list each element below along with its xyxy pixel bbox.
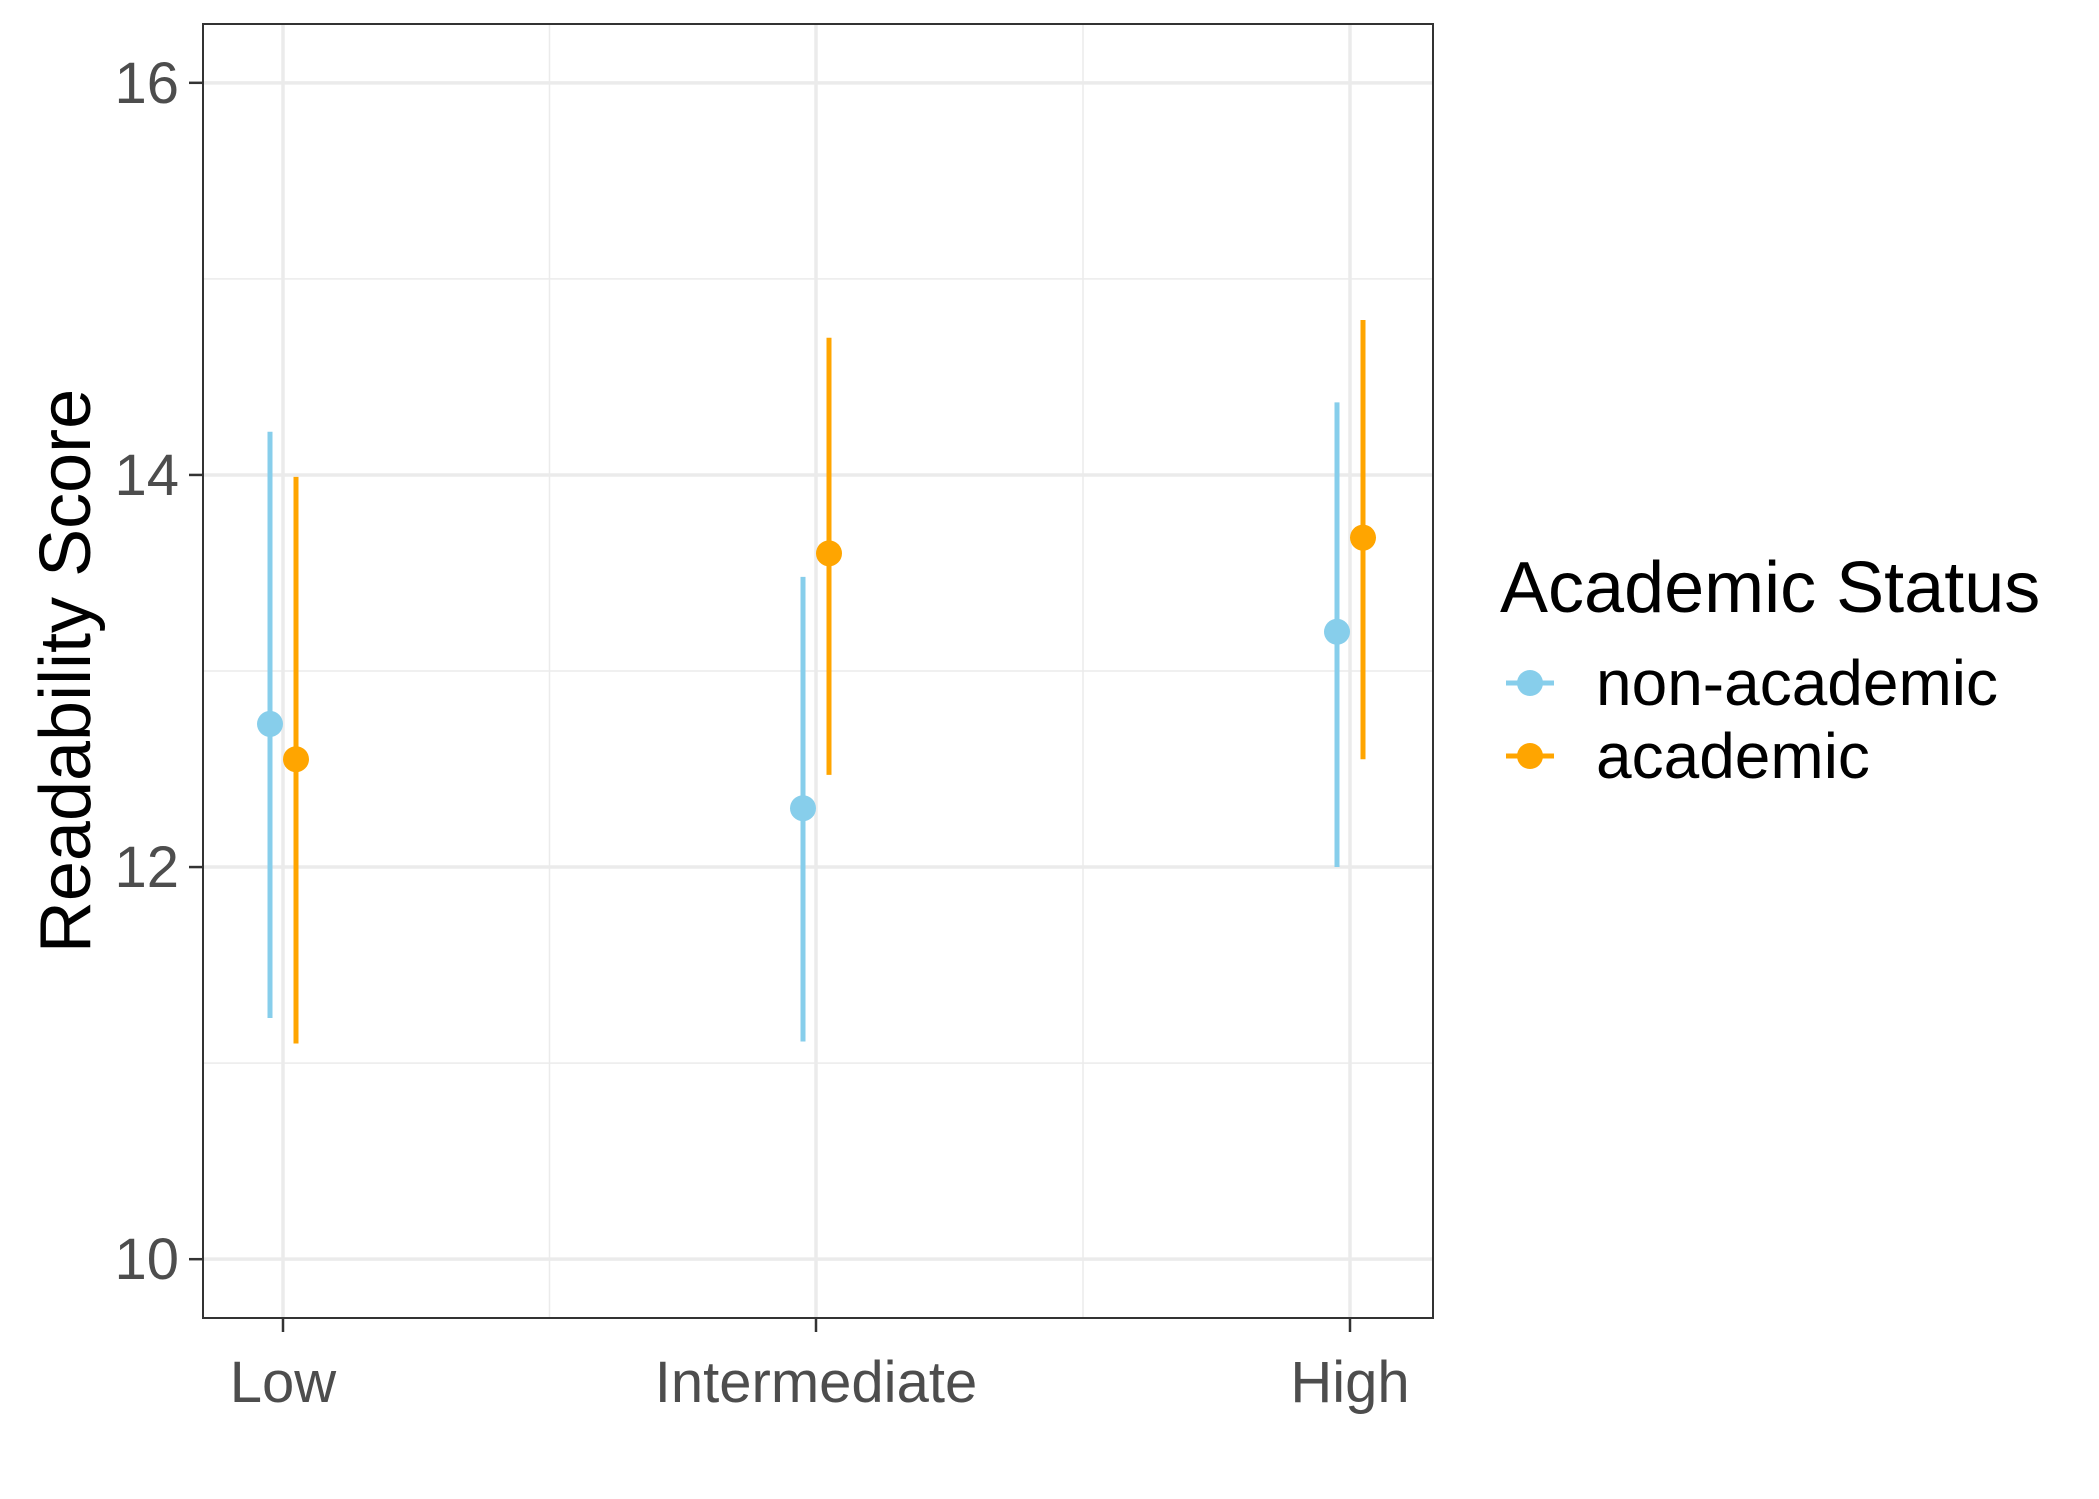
point-non-academic-High (1324, 618, 1350, 645)
point-academic-Intermediate (816, 540, 842, 567)
x-tick-label: Low (230, 1350, 338, 1415)
y-tick-label: 14 (114, 443, 179, 508)
point-non-academic-Intermediate (790, 795, 816, 822)
legend-key-point-non-academic (1517, 670, 1543, 696)
y-axis-title: Readability Score (26, 389, 106, 953)
point-academic-High (1350, 524, 1376, 551)
y-tick-label: 16 (114, 51, 179, 116)
x-tick-label: Intermediate (655, 1350, 977, 1415)
marks-layer (257, 320, 1376, 1044)
y-tick-label: 12 (114, 835, 179, 900)
legend-key-point-academic (1517, 743, 1543, 769)
point-non-academic-Low (257, 710, 283, 737)
point-academic-Low (283, 746, 309, 773)
grid-layer (203, 24, 1433, 1318)
y-tick-label: 10 (114, 1227, 179, 1292)
legend-label-academic: academic (1596, 720, 1870, 792)
legend-title: Academic Status (1500, 548, 2040, 628)
axes-layer: 10 12 14 16 Low Intermediate High (114, 51, 1409, 1415)
x-tick-label: High (1290, 1350, 1409, 1415)
panel-border (202, 23, 1434, 1319)
legend-label-non-academic: non-academic (1596, 647, 1998, 719)
